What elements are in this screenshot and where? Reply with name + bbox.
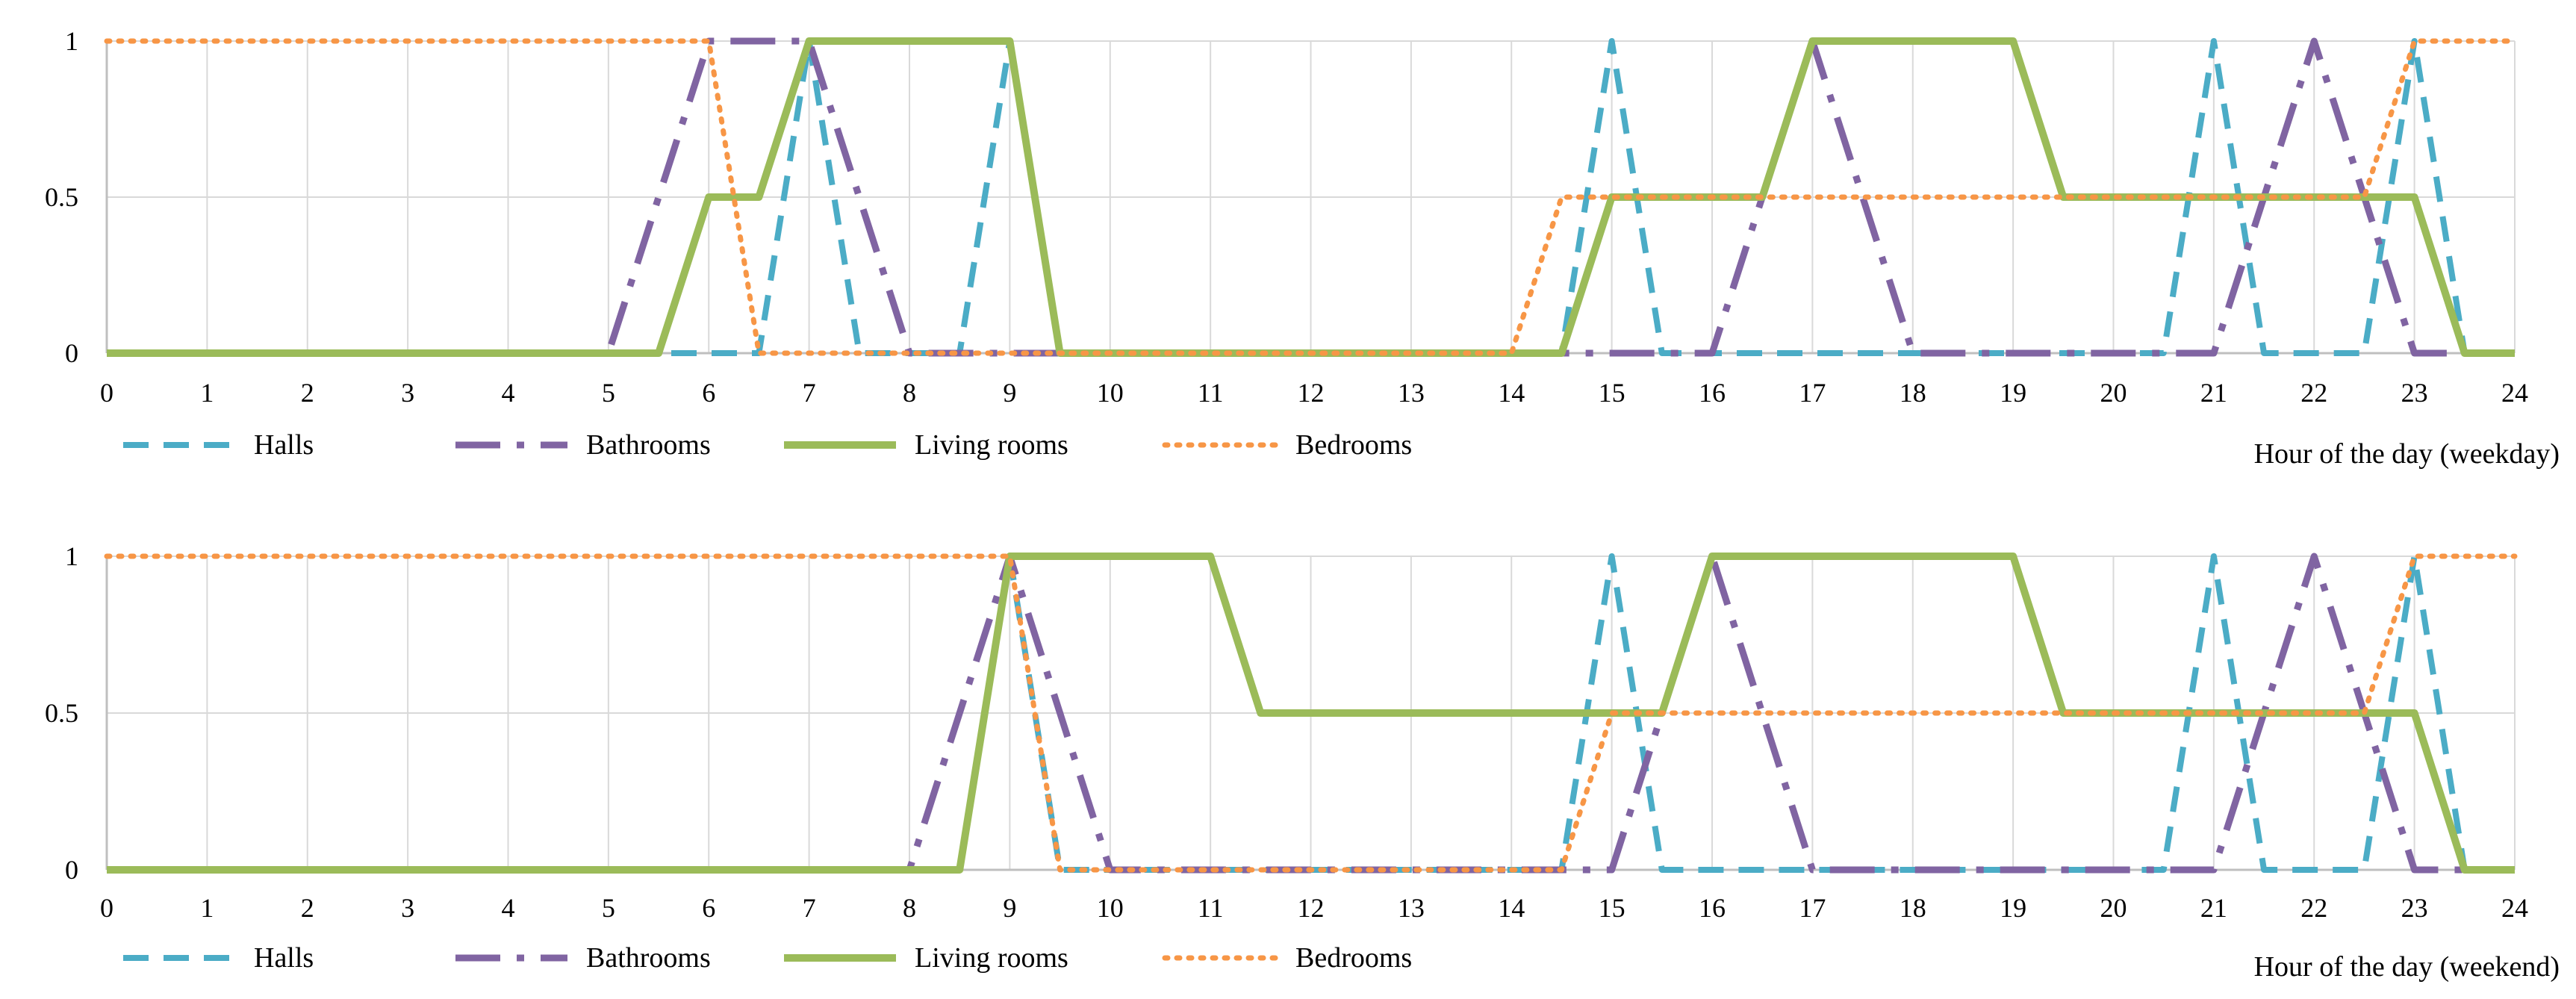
legend-label: Bathrooms — [586, 942, 711, 974]
legend-label: Bedrooms — [1295, 942, 1412, 974]
x-tick-label: 19 — [2000, 893, 2026, 923]
x-tick-label: 3 — [401, 893, 414, 923]
x-tick-label: 3 — [401, 378, 414, 408]
x-tick-label: 5 — [602, 378, 615, 408]
y-tick-label: 0.5 — [45, 698, 78, 728]
series-line-bathrooms — [107, 553, 2515, 874]
x-tick-label: 2 — [301, 893, 314, 923]
legend-label: Living rooms — [915, 429, 1068, 461]
x-tick-label: 15 — [1599, 378, 1625, 408]
series-line-bedrooms — [104, 553, 2518, 873]
x-tick-label: 9 — [1003, 893, 1016, 923]
x-tick-label: 12 — [1298, 378, 1325, 408]
x-tick-label: 21 — [2200, 893, 2227, 923]
x-tick-label: 19 — [2000, 378, 2026, 408]
x-tick-label: 21 — [2200, 378, 2227, 408]
x-tick-label: 20 — [2100, 893, 2127, 923]
x-tick-label: 14 — [1498, 893, 1525, 923]
x-tick-label: 1 — [200, 893, 214, 923]
x-tick-label: 17 — [1799, 378, 1826, 408]
x-tick-label: 8 — [903, 893, 916, 923]
legend-label: Living rooms — [915, 942, 1068, 974]
x-tick-label: 4 — [502, 893, 515, 923]
x-tick-label: 17 — [1799, 893, 1826, 923]
x-tick-label: 7 — [803, 378, 816, 408]
x-tick-label: 6 — [702, 378, 715, 408]
x-tick-label: 22 — [2300, 378, 2327, 408]
series-line-bedrooms — [104, 38, 2518, 356]
x-tick-label: 23 — [2401, 378, 2428, 408]
legend-label: Halls — [254, 942, 314, 974]
x-tick-label: 22 — [2300, 893, 2327, 923]
x-tick-label: 24 — [2501, 378, 2528, 408]
x-tick-label: 24 — [2501, 893, 2528, 923]
x-tick-label: 11 — [1198, 378, 1224, 408]
x-tick-label: 12 — [1298, 893, 1325, 923]
x-tick-label: 5 — [602, 893, 615, 923]
x-tick-label: 9 — [1003, 378, 1016, 408]
x-tick-label: 14 — [1498, 378, 1525, 408]
weekend-chart-panel: 0 1 2 3 4 5 6 7 8 9 10 11 12 13 14 15 16 17 18 19 20 21 22 23 24… — [45, 541, 2560, 983]
x-tick-label: 4 — [502, 378, 515, 408]
x-tick-label: 23 — [2401, 893, 2428, 923]
x-tick-label: 18 — [1900, 893, 1926, 923]
legend-label: Bathrooms — [586, 429, 711, 461]
y-tick-label: 1 — [65, 26, 78, 56]
y-tick-label: 0 — [65, 855, 78, 885]
x-tick-label: 2 — [301, 378, 314, 408]
y-tick-label: 0.5 — [45, 182, 78, 212]
x-tick-label: 0 — [100, 893, 113, 923]
legend-label: Halls — [254, 429, 314, 461]
x-tick-label: 16 — [1699, 378, 1726, 408]
x-tick-label: 0 — [100, 378, 113, 408]
x-tick-label: 11 — [1198, 893, 1224, 923]
x-tick-label: 6 — [702, 893, 715, 923]
x-tick-label: 10 — [1097, 378, 1124, 408]
x-tick-label: 7 — [803, 893, 816, 923]
x-tick-label: 1 — [200, 378, 214, 408]
series-line-halls — [107, 38, 2515, 356]
x-tick-label: 15 — [1599, 893, 1625, 923]
x-tick-label: 18 — [1900, 378, 1926, 408]
legend-label: Bedrooms — [1295, 429, 1412, 461]
x-axis-title: Hour of the day (weekday) — [2254, 438, 2560, 470]
series-line-living-rooms — [107, 553, 2515, 874]
y-tick-label: 0 — [65, 338, 78, 368]
y-tick-label: 1 — [65, 541, 78, 571]
x-tick-label: 13 — [1398, 378, 1425, 408]
x-tick-label: 10 — [1097, 893, 1124, 923]
x-axis-title: Hour of the day (weekend) — [2254, 951, 2560, 983]
x-tick-label: 13 — [1398, 893, 1425, 923]
x-tick-label: 20 — [2100, 378, 2127, 408]
weekday-chart-panel: 0 1 2 3 4 5 6 7 8 9 10 11 12 13 14 15 16 17 18 19 20 21 22 23 24… — [45, 26, 2560, 470]
x-tick-label: 16 — [1699, 893, 1726, 923]
x-tick-label: 8 — [903, 378, 916, 408]
